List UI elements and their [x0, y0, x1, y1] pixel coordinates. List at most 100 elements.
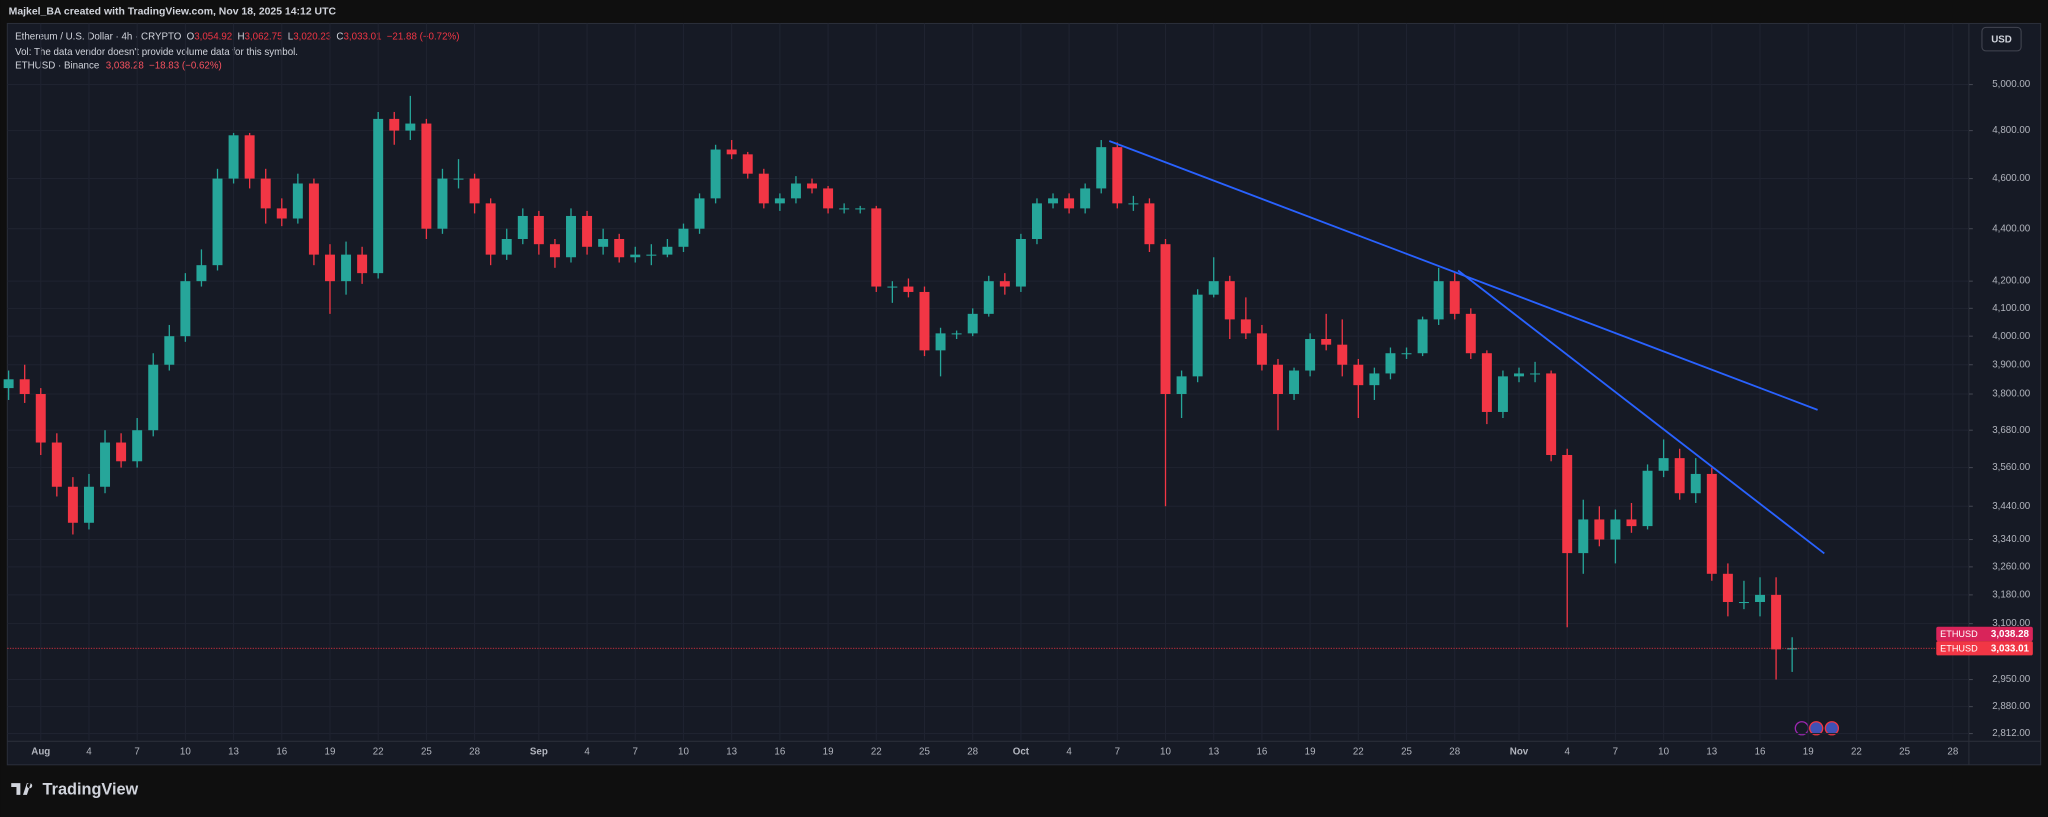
price-tag-symbol: ETHUSD — [1940, 643, 1978, 653]
candle-body — [1015, 239, 1026, 287]
x-tick-label: 10 — [678, 746, 689, 757]
compare-legend: ETHUSD · Binance 3,038.28 −18.83 (−0.62%) — [15, 60, 222, 71]
candle-body — [807, 183, 817, 189]
event-icon[interactable] — [1824, 721, 1840, 736]
candle-body — [1481, 353, 1492, 412]
candle-body — [212, 178, 223, 266]
candle-body — [67, 486, 78, 523]
candle-body — [180, 281, 191, 337]
candle-body — [582, 215, 593, 247]
x-tick-label: 28 — [1947, 746, 1958, 757]
y-tick-label: 3,680.00 — [1992, 425, 2031, 436]
candle-body — [678, 228, 689, 247]
candle-body — [1353, 364, 1364, 386]
y-tick-label: 3,100.00 — [1992, 618, 2031, 629]
x-tick-label: 25 — [421, 746, 432, 757]
x-tick-label: 22 — [871, 746, 882, 757]
candle-body — [276, 208, 287, 219]
candle-body — [1771, 594, 1782, 650]
candle-body — [726, 149, 737, 155]
candle-body — [1305, 339, 1316, 371]
candle-body — [1128, 203, 1139, 205]
x-tick-label: 10 — [1658, 746, 1669, 757]
candle-body — [164, 336, 175, 365]
candle-body — [1289, 370, 1300, 395]
x-tick-label: 4 — [584, 746, 590, 757]
axis-layer: 2,812.00 2,880.00 2,950.00 3,100.00 3,180.00… — [31, 79, 2031, 757]
candle-body — [951, 333, 962, 335]
candle-body — [710, 149, 721, 199]
candle-body — [469, 178, 480, 204]
compare-price: 3,038.28 — [106, 60, 144, 71]
y-tick-label: 4,000.00 — [1992, 331, 2031, 342]
x-tick-label: 13 — [228, 746, 239, 757]
y-tick-label: 2,880.00 — [1992, 701, 2031, 712]
close-value: 3,033.01 — [343, 31, 381, 42]
candle-body — [1080, 188, 1091, 209]
candle-body — [1417, 319, 1428, 354]
high-label: H — [237, 31, 244, 42]
candle-body — [35, 394, 46, 443]
candle-body — [903, 286, 914, 292]
x-tick-label: Aug — [31, 746, 50, 757]
candle-body — [790, 183, 801, 199]
price-tag — [1936, 626, 2033, 642]
y-tick-label: 5,000.00 — [1992, 79, 2031, 90]
candle-body — [244, 135, 255, 179]
candle-body — [341, 254, 352, 282]
event-icon[interactable] — [1794, 721, 1810, 736]
y-tick-label: 3,260.00 — [1992, 561, 2031, 572]
low-value: 3,020.23 — [293, 31, 331, 42]
volume-note: Vol: The data vendor doesn't provide vol… — [15, 47, 298, 58]
candle-body — [1722, 573, 1733, 602]
x-tick-label: 19 — [823, 746, 834, 757]
candle-body — [549, 244, 560, 258]
x-tick-label: 28 — [967, 746, 978, 757]
candle-body — [855, 208, 866, 210]
currency-button[interactable] — [1981, 26, 2022, 52]
y-tick-label: 2,812.00 — [1992, 728, 2031, 739]
change: −21.88 (−0.72%) — [387, 31, 460, 42]
brand-icon — [11, 783, 33, 795]
candle-body — [1208, 281, 1219, 295]
candle-body — [1690, 473, 1701, 494]
candle-body — [51, 442, 62, 487]
x-tick-label: 22 — [1851, 746, 1862, 757]
currency[interactable]: USD — [1991, 34, 2012, 45]
candle-body — [1497, 376, 1508, 412]
candle-body — [1385, 353, 1396, 374]
candle-body — [517, 215, 528, 240]
y-tick-label: 4,800.00 — [1992, 125, 2031, 136]
x-tick-label: 4 — [86, 746, 92, 757]
y-tick-label: 4,200.00 — [1992, 276, 2031, 287]
candle-body — [1787, 648, 1798, 650]
x-tick-label: 28 — [1449, 746, 1460, 757]
candle-body — [646, 254, 657, 256]
price-tag — [1936, 641, 2033, 656]
candle-body — [839, 208, 850, 210]
candle-body — [614, 239, 625, 258]
candle-body — [1562, 454, 1573, 554]
candle-body — [1321, 339, 1332, 345]
x-tick-label: 13 — [1208, 746, 1219, 757]
event-icon[interactable] — [1809, 721, 1824, 736]
y-tick-label: 4,100.00 — [1992, 303, 2031, 314]
candle-body — [1160, 244, 1171, 395]
x-tick-label: 22 — [373, 746, 384, 757]
candle-body — [1048, 198, 1059, 204]
high-value: 3,062.75 — [245, 31, 284, 42]
open-value: 3,054.92 — [194, 31, 232, 42]
candle-body — [662, 246, 673, 255]
y-tick-label: 2,950.00 — [1992, 674, 2031, 685]
candle-body — [1401, 353, 1412, 355]
candle-body — [742, 154, 753, 174]
y-tick-label: 3,560.00 — [1992, 462, 2031, 473]
ohlc-legend: Ethereum / U.S. Dollar · 4h · CRYPTO O3,0… — [15, 31, 459, 42]
candle-body — [1256, 333, 1267, 365]
candle-body — [228, 135, 239, 179]
candle-body — [421, 123, 432, 229]
candle-body — [1465, 313, 1476, 354]
x-tick-label: 19 — [1305, 746, 1316, 757]
